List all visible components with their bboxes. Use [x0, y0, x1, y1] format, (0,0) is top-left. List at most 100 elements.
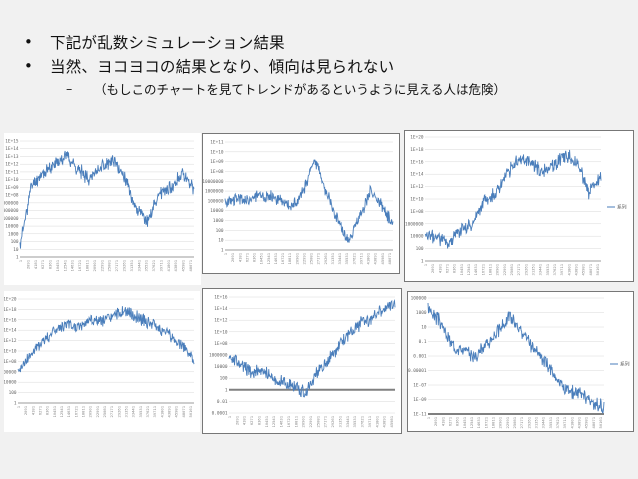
y-tick-label: 1E+11 [210, 140, 224, 146]
x-tick-label: 39711 [367, 415, 372, 427]
chart-2: 1E+11 1E+10 1E+09 1E+08 10000000 1000000 10000… [202, 133, 400, 274]
chart-4: 1E+20 1E+18 1E+16 1E+14 1E+12 1E+10 1E+08 10000… [4, 291, 200, 432]
x-tick-label: 22991 [308, 415, 313, 427]
x-tick-label: 14631 [70, 259, 75, 271]
x-tick-label: 35531 [548, 416, 553, 428]
x-tick-label: 25081 [512, 416, 517, 428]
bullet-text: 当然、ヨコヨコの結果となり、傾向は見られない [50, 58, 395, 76]
x-tick-label: 33441 [345, 415, 350, 427]
x-tick-label: 6271 [448, 416, 453, 426]
y-tick-label: 1E+10 [4, 349, 17, 355]
y-tick-label: 0.0001 [212, 411, 228, 417]
x-tick-label: 31351 [330, 252, 335, 264]
x-tick-label: 12541 [59, 405, 64, 417]
y-tick-label: 1E+08 [5, 193, 19, 199]
y-tick-label: 1E+20 [410, 135, 424, 141]
y-tick-label: 1E+14 [410, 172, 424, 178]
x-tick-label: 22991 [301, 252, 306, 264]
x-tick-label: 25081 [309, 252, 314, 264]
y-tick-label: 1E+09 [210, 159, 224, 165]
bullet-marker: • [24, 33, 34, 51]
x-tick-label: 14631 [273, 252, 278, 264]
x-tick-label: 14631 [476, 416, 481, 428]
y-tick-label: 1E-09 [413, 397, 427, 403]
y-tick-label: 10000 [410, 234, 424, 240]
x-tick-label: 4181 [237, 252, 242, 262]
chart-3: 1E+20 1E+18 1E+16 1E+14 1E+12 1E+10 1E+08 10000… [404, 130, 634, 282]
line-chart: 1E+16 1E+14 1E+12 1E+10 1E+08 1000000 10000 100… [209, 295, 396, 427]
line-chart: 1E+20 1E+18 1E+16 1E+14 1E+12 1E+10 1E+08 10000… [405, 135, 627, 276]
x-tick-label: 37621 [552, 263, 557, 275]
x-tick-label: 43891 [167, 405, 172, 417]
x-tick-label: 18811 [293, 415, 298, 427]
x-tick-label: 41801 [166, 259, 171, 271]
x-tick-label: 37621 [151, 259, 156, 271]
x-tick-label: 31351 [124, 405, 129, 417]
y-tick-label: 1 [221, 248, 224, 254]
x-tick-label: 41801 [566, 263, 571, 275]
x-tick-label: 50161 [188, 405, 193, 417]
x-tick-label: 6271 [38, 405, 43, 415]
x-tick-label: 29261 [523, 263, 528, 275]
legend-label: 系列 [617, 204, 627, 211]
x-tick-label: 12541 [469, 416, 474, 428]
x-tick-label: 45981 [389, 415, 394, 427]
y-tick-label: 1 [225, 387, 228, 393]
x-tick-label: 22991 [505, 416, 510, 428]
y-tick-label: 1E+09 [5, 185, 19, 191]
x-tick-label: 43891 [373, 252, 378, 264]
chart-6: 100000 1000 10 0.1 0.001 0.00001 1E-07 1E-09 1E-… [407, 291, 634, 432]
x-tick-label: 2091 [23, 405, 28, 415]
x-tick-label: 4181 [440, 416, 445, 426]
x-tick-label: 6271 [244, 252, 249, 262]
x-tick-label: 29261 [526, 416, 531, 428]
x-tick-label: 16721 [77, 259, 82, 271]
x-tick-label: 6271 [249, 415, 254, 425]
series-line [19, 150, 195, 249]
x-tick-label: 35531 [144, 259, 149, 271]
x-tick-label: 8361 [48, 259, 53, 269]
x-tick-label: 25081 [102, 405, 107, 417]
x-tick-label: 4181 [437, 263, 442, 273]
x-tick-label: 2091 [433, 416, 438, 426]
x-tick-label: 18811 [287, 252, 292, 264]
x-tick-label: 12541 [271, 415, 276, 427]
x-tick-label: 22991 [95, 405, 100, 417]
x-tick-label: 18811 [488, 263, 493, 275]
y-tick-label: 1000000 [405, 221, 424, 227]
y-tick-label: 1E+11 [5, 169, 19, 175]
x-tick-label: 41801 [569, 416, 574, 428]
x-tick-label: 41801 [374, 415, 379, 427]
y-tick-label: 1000 [416, 310, 427, 316]
y-tick-label: 1E+14 [214, 306, 228, 312]
x-tick-label: 20901 [301, 415, 306, 427]
x-tick-label: 39711 [559, 263, 564, 275]
series-line [228, 299, 396, 398]
x-tick-label: 2091 [234, 415, 239, 425]
y-tick-label: 10000 [214, 364, 228, 370]
x-tick-label: 37621 [360, 415, 365, 427]
x-tick-label: 31351 [534, 416, 539, 428]
x-tick-label: 29261 [330, 415, 335, 427]
x-tick-label: 35531 [344, 252, 349, 264]
x-tick-label: 45981 [174, 405, 179, 417]
x-tick-label: 37621 [555, 416, 560, 428]
x-tick-label: 35531 [352, 415, 357, 427]
x-tick-label: 50161 [598, 416, 603, 428]
x-tick-label: 12541 [266, 252, 271, 264]
x-tick-label: 6271 [40, 259, 45, 269]
x-tick-label: 35531 [138, 405, 143, 417]
x-tick-label: 31351 [129, 259, 134, 271]
y-tick-label: 100 [216, 228, 224, 234]
x-tick-label: 1 [18, 259, 23, 262]
x-tick-label: 48071 [181, 405, 186, 417]
x-tick-label: 8361 [252, 252, 257, 262]
x-tick-label: 27171 [516, 263, 521, 275]
sub-bullet-text: （もしこのチャートを見てトレンドがあるというように見える人は危険） [94, 81, 507, 97]
y-tick-label: 1000000 [205, 189, 224, 195]
x-tick-label: 10451 [259, 252, 264, 264]
x-tick-label: 29261 [121, 259, 126, 271]
x-tick-label: 33441 [541, 416, 546, 428]
y-tick-label: 1 [16, 255, 19, 261]
